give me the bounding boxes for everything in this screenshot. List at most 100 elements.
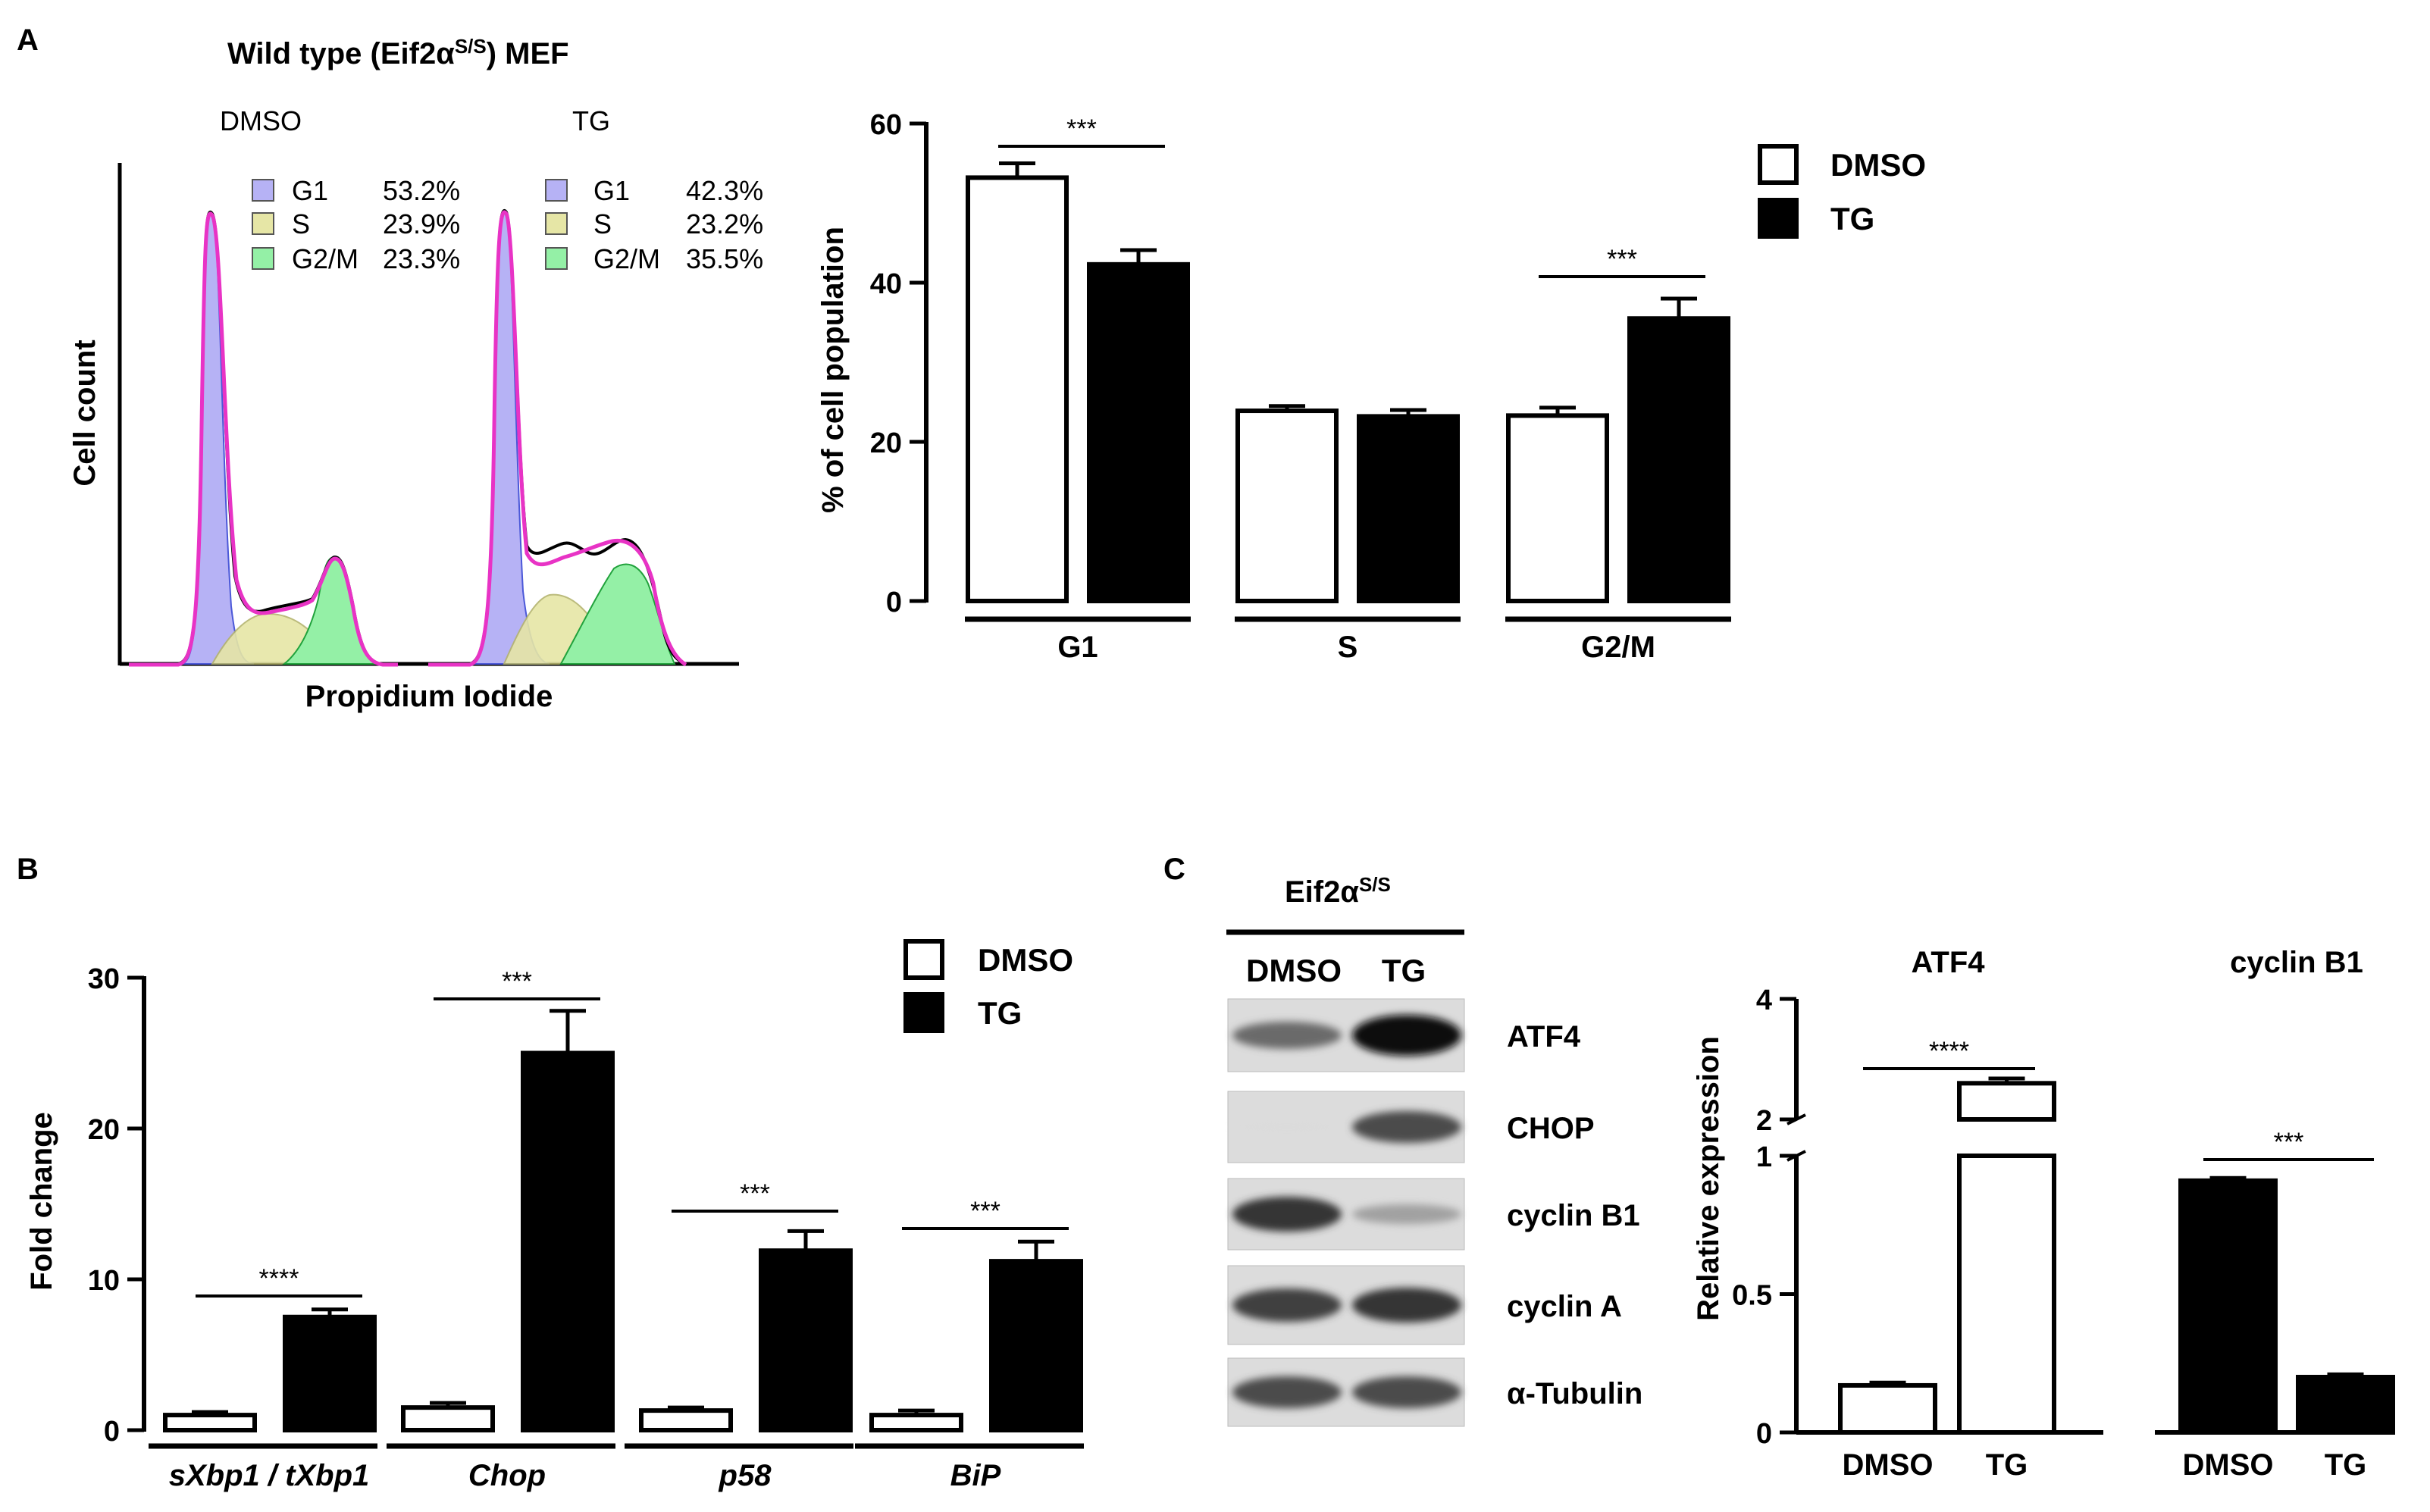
relative-expression-chart: Relative expression ATF4 cyclin B1 0 0.5 1… xyxy=(1692,946,2395,1482)
y-tick-label: 0 xyxy=(104,1416,120,1448)
blot-band xyxy=(1352,1015,1461,1056)
flow-sample-label-tg: TG xyxy=(572,105,610,136)
lane-label-dmso: DMSO xyxy=(1246,953,1342,988)
x-tick-label: p58 xyxy=(719,1459,772,1492)
y-tick-label: 40 xyxy=(870,268,902,300)
histogram-trace-dmso xyxy=(125,210,394,665)
bar xyxy=(1838,1382,1937,1435)
bar-upper-segment xyxy=(1957,1081,2056,1122)
g1-swatch xyxy=(545,179,568,202)
y-tick-label: 0 xyxy=(886,587,902,618)
phase-percent: 35.5% xyxy=(686,243,763,274)
x-tick-label: Chop xyxy=(468,1459,546,1492)
flow-histogram-tg xyxy=(424,208,687,667)
significance-stars: **** xyxy=(1929,1037,1969,1066)
y-tick-label: 20 xyxy=(88,1114,120,1146)
phase-legend-dmso: G1 S G2/M 53.2% 23.9% 23.3% xyxy=(252,175,460,274)
bar-dmso xyxy=(163,1413,257,1432)
s-swatch xyxy=(252,212,274,235)
y-tick-label: 2 xyxy=(1756,1105,1772,1137)
chart-b-legend: DMSO TG xyxy=(903,939,1073,1033)
bar-dmso xyxy=(869,1413,963,1432)
significance-stars: *** xyxy=(1066,114,1097,143)
bar-lower-segment xyxy=(1957,1154,2056,1435)
chart-a-y-label: % of cell population xyxy=(816,227,850,513)
bar-dmso xyxy=(966,175,1069,603)
bar-break-gap xyxy=(1956,1122,2057,1154)
x-tick-label: S xyxy=(1338,631,1358,664)
group-title-atf4: ATF4 xyxy=(1911,946,1985,979)
blot-band xyxy=(1352,1376,1461,1408)
blot-band xyxy=(1232,1288,1342,1322)
x-tick-label: DMSO xyxy=(1843,1448,1934,1482)
legend-swatch-tg xyxy=(903,992,944,1033)
blot-band xyxy=(1352,1204,1461,1224)
blot-band xyxy=(1232,1022,1342,1049)
phase-label: G1 xyxy=(292,175,328,206)
phase-label: S xyxy=(593,208,612,239)
bar xyxy=(2296,1375,2395,1435)
x-tick-label: G1 xyxy=(1057,631,1098,664)
bar-tg xyxy=(989,1259,1083,1432)
g2m-swatch xyxy=(545,247,568,270)
bar-tg xyxy=(521,1050,615,1432)
blot-band xyxy=(1352,1288,1461,1323)
flow-histogram-panel: Wild type (Eif2αS/S) MEF DMSO TG Cell co… xyxy=(68,35,763,713)
bar-dmso xyxy=(1506,413,1609,603)
bar-dmso xyxy=(639,1408,733,1433)
x-tick-label: DMSO xyxy=(2183,1448,2274,1482)
y-tick-label: 30 xyxy=(88,963,120,995)
g1-swatch xyxy=(252,179,274,202)
y-tick-label: 1 xyxy=(1756,1141,1772,1173)
bar-dmso xyxy=(1235,409,1339,603)
western-blot: Eif2αS/S DMSO TG ATF4 CHOP cyclin B1 cyclin… xyxy=(1226,873,1642,1427)
legend-label-dmso: DMSO xyxy=(1830,147,1926,183)
x-tick-label: G2/M xyxy=(1581,631,1655,664)
phase-percent: 23.9% xyxy=(383,208,460,239)
panel-label-b: B xyxy=(17,853,39,886)
legend-label-tg: TG xyxy=(978,995,1022,1031)
g1-peak-tg xyxy=(469,209,550,665)
phase-percent: 23.2% xyxy=(686,208,763,239)
phase-percent: 53.2% xyxy=(383,175,460,206)
blot-row-label: cyclin B1 xyxy=(1507,1199,1640,1232)
x-tick-label: TG xyxy=(2325,1448,2367,1482)
group-title-cyclin-b1: cyclin B1 xyxy=(2230,946,2363,979)
flow-title: Wild type (Eif2αS/S) MEF xyxy=(227,35,569,70)
flow-histogram-dmso xyxy=(125,210,398,667)
bar-tg xyxy=(1087,261,1190,603)
legend-swatch-dmso xyxy=(903,939,944,980)
significance-stars: *** xyxy=(1607,245,1637,274)
flow-y-label: Cell count xyxy=(68,340,102,486)
legend-label-dmso: DMSO xyxy=(978,942,1073,978)
chart-b-y-label: Fold change xyxy=(25,1112,58,1291)
flow-x-label: Propidium Iodide xyxy=(305,680,553,713)
x-tick-label: BiP xyxy=(950,1459,1001,1492)
x-tick-label: sXbp1 / tXbp1 xyxy=(169,1459,370,1492)
y-tick-label: 0 xyxy=(1756,1418,1772,1450)
legend-swatch-dmso xyxy=(1758,144,1799,185)
fit-curve-dmso xyxy=(129,211,398,667)
legend-swatch-tg xyxy=(1758,198,1799,239)
blot-band xyxy=(1232,1376,1342,1408)
flow-sample-label-dmso: DMSO xyxy=(220,105,302,136)
blot-row-label: CHOP xyxy=(1507,1112,1595,1145)
blot-band xyxy=(1352,1111,1461,1143)
fold-change-bar-chart: Fold change 0 10 20 30 sXbp1 / tXbp1 Chop p58 B… xyxy=(25,939,1084,1492)
y-tick-label: 60 xyxy=(870,109,902,141)
y-tick-label: 4 xyxy=(1756,985,1772,1016)
g2m-swatch xyxy=(252,247,274,270)
blot-row-label: ATF4 xyxy=(1507,1020,1581,1053)
phase-percent: 23.3% xyxy=(383,243,460,274)
bar-tg xyxy=(1627,316,1730,603)
blot-band xyxy=(1232,1197,1342,1232)
chart-c-y-label: Relative expression xyxy=(1692,1036,1725,1321)
y-tick-label: 20 xyxy=(870,427,902,459)
bar-tg xyxy=(283,1314,377,1432)
blot-band xyxy=(1232,1121,1342,1133)
chart-a-legend: DMSO TG xyxy=(1758,144,1926,239)
cell-cycle-bar-chart: % of cell population 0 20 40 60 G1 S G2/M *** **… xyxy=(816,109,1926,664)
bar-dmso xyxy=(401,1405,495,1433)
blot-row-label: α-Tubulin xyxy=(1507,1377,1642,1410)
